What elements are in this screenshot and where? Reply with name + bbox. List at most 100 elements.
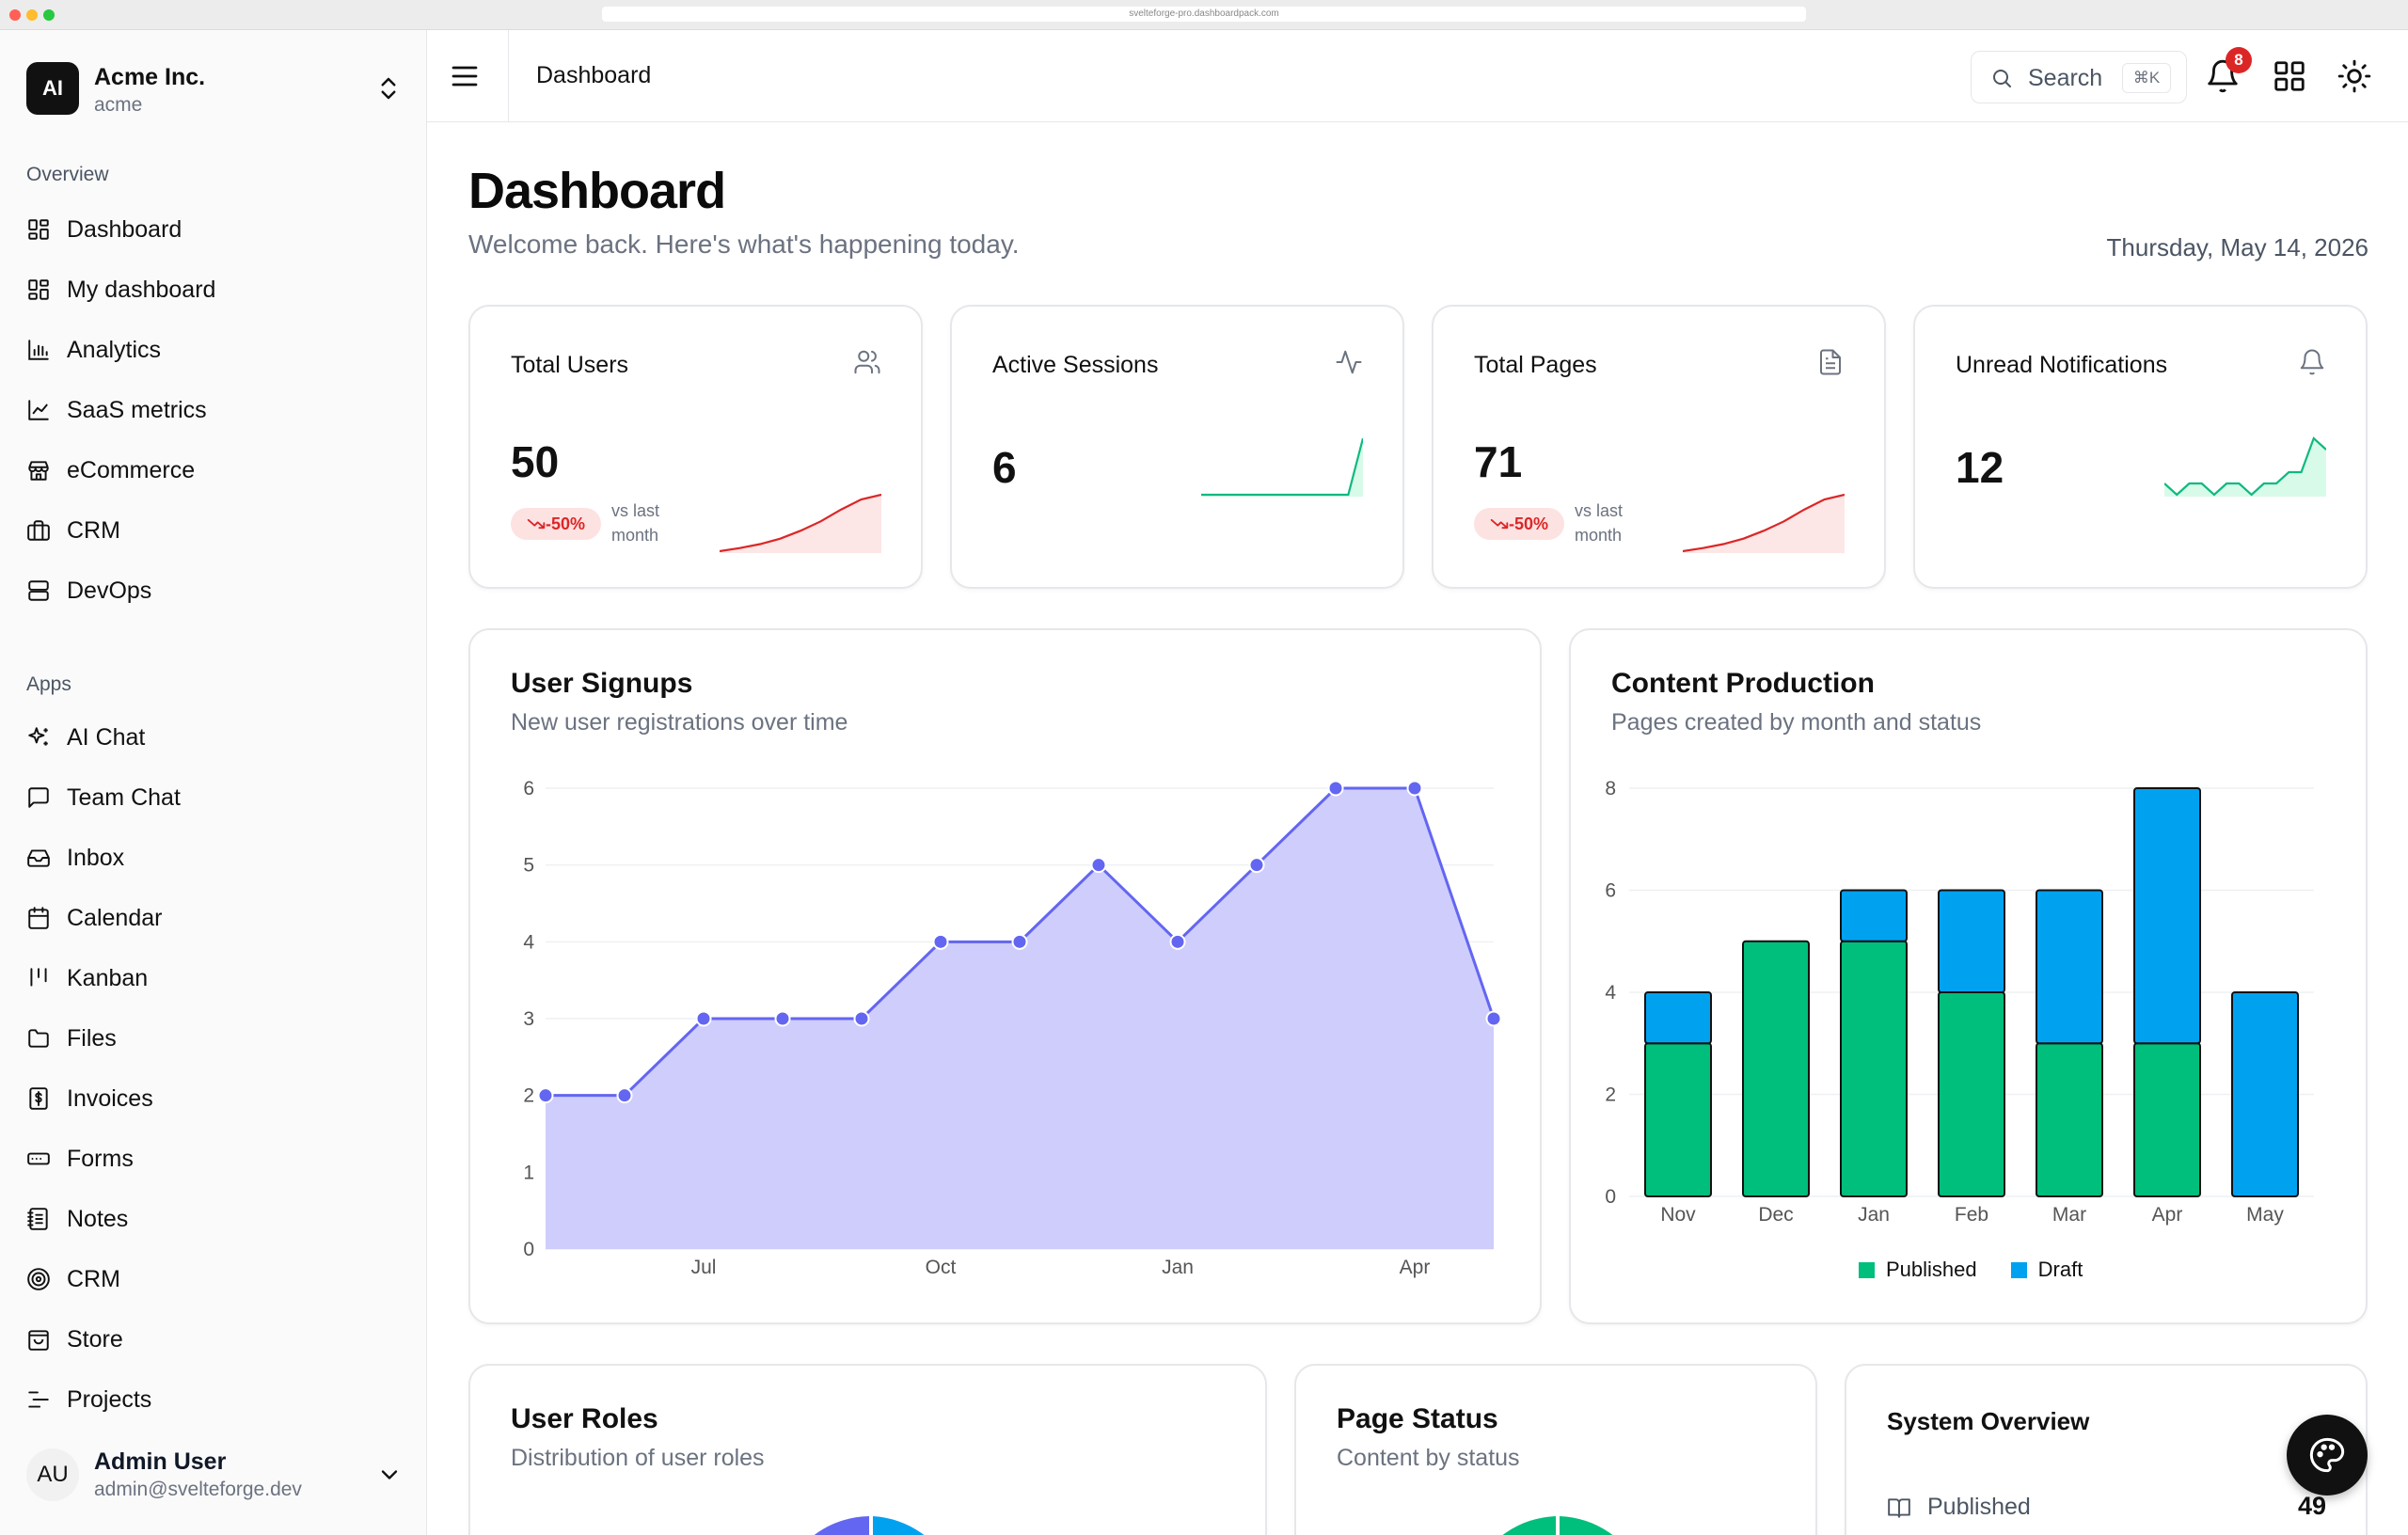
sidebar-item-label: CRM xyxy=(67,1265,120,1292)
content-production-chart: 0 2 4 6 8 Nov Dec Jan Feb Mar Apr May xyxy=(1605,778,2314,1226)
legend-label: Draft xyxy=(2037,1258,2083,1281)
sidebar-item-crm-app[interactable]: CRM xyxy=(19,1255,408,1304)
chart-title: Content Production xyxy=(1611,668,1875,699)
trending-down-icon xyxy=(1490,518,1509,530)
sidebar-item-label: SaaS metrics xyxy=(67,396,207,423)
y-tick-label: 4 xyxy=(523,931,534,953)
sidebar-item-projects[interactable]: Projects xyxy=(19,1375,408,1424)
sidebar-item-label: eCommerce xyxy=(67,456,196,483)
sparkline xyxy=(1201,437,1363,497)
data-point xyxy=(1090,857,1107,874)
sidebar-item-label: My dashboard xyxy=(67,276,216,303)
x-tick-label: Dec xyxy=(1758,1204,1793,1226)
users-icon xyxy=(854,350,880,374)
x-tick-label: May xyxy=(2246,1204,2284,1226)
page-subtitle: Welcome back. Here's what's happening to… xyxy=(468,229,1020,259)
window-close-button[interactable] xyxy=(9,9,21,21)
target-icon xyxy=(27,1268,50,1290)
data-point xyxy=(1248,857,1265,874)
legend-item-published[interactable]: Published xyxy=(1859,1258,1977,1282)
kanban-icon xyxy=(30,968,47,987)
sidebar-item-saas-metrics[interactable]: SaaS metrics xyxy=(19,386,408,435)
sidebar-item-kanban[interactable]: Kanban xyxy=(19,954,408,1003)
sun-icon[interactable] xyxy=(2337,58,2372,94)
search-label: Search xyxy=(2028,65,2103,91)
sidebar-item-label: Calendar xyxy=(67,904,163,931)
stat-card-total-pages: Total Pages 71 -50% vs last month xyxy=(1432,305,1886,589)
bar-draft xyxy=(1840,889,1908,942)
sidebar-item-inbox[interactable]: Inbox xyxy=(19,833,408,882)
bar-draft xyxy=(1644,991,1712,1045)
sidebar-item-label: Kanban xyxy=(67,964,149,991)
activity-icon xyxy=(1336,350,1362,374)
x-tick-label: Jul xyxy=(691,1257,717,1278)
data-point xyxy=(1406,780,1423,797)
stat-value: 50 xyxy=(511,437,560,486)
sidebar-item-analytics[interactable]: Analytics xyxy=(19,325,408,374)
menu-icon[interactable] xyxy=(448,59,482,93)
chart-title: Page Status xyxy=(1337,1403,1498,1434)
y-tick-label: 8 xyxy=(1605,778,1616,799)
sidebar-item-label: Team Chat xyxy=(67,783,181,811)
trending-down-icon xyxy=(527,518,546,530)
sparkline xyxy=(720,493,881,553)
user-menu[interactable]: AU Admin User admin@svelteforge.dev xyxy=(26,1441,403,1507)
sparkline-area xyxy=(1201,438,1363,497)
bell-icon[interactable] xyxy=(2205,58,2241,94)
sidebar-item-store[interactable]: Store xyxy=(19,1315,408,1364)
search-icon xyxy=(1993,70,2011,87)
sidebar-item-invoices[interactable]: Invoices xyxy=(19,1074,408,1123)
sidebar-item-my-dashboard[interactable]: My dashboard xyxy=(19,265,408,314)
donut-slice xyxy=(873,1516,925,1535)
org-switcher[interactable]: AI Acme Inc. acme xyxy=(26,58,403,119)
data-point xyxy=(1485,1010,1502,1027)
bar-draft xyxy=(2231,991,2299,1197)
window-minimize-button[interactable] xyxy=(26,9,38,21)
bar-draft xyxy=(2133,787,2201,1045)
chevron-down-icon xyxy=(381,1470,398,1480)
trend-value: -50% xyxy=(1508,514,1549,533)
avatar: AU xyxy=(26,1448,79,1501)
calendar-icon xyxy=(28,907,49,929)
page-status-card: Page Status Content by status xyxy=(1294,1364,1817,1535)
sparkline-line xyxy=(720,493,881,553)
y-tick-label: 4 xyxy=(1605,982,1616,1004)
sidebar-item-calendar[interactable]: Calendar xyxy=(19,894,408,942)
sidebar-item-ecommerce[interactable]: eCommerce xyxy=(19,446,408,495)
stat-value: 71 xyxy=(1474,437,1523,486)
sparkline xyxy=(1683,493,1845,553)
window-maximize-button[interactable] xyxy=(43,9,55,21)
sidebar-item-devops[interactable]: DevOps xyxy=(19,566,408,615)
chart-subtitle: Content by status xyxy=(1337,1445,1520,1471)
address-bar[interactable]: svelteforge-pro.dashboardpack.com xyxy=(602,7,1806,22)
chart-legend: Published Draft xyxy=(1859,1258,2083,1282)
search-button[interactable]: Search ⌘K xyxy=(1971,51,2187,103)
card-title: System Overview xyxy=(1887,1407,2090,1435)
y-tick-label: 6 xyxy=(523,778,534,799)
document-icon xyxy=(1820,349,1841,375)
sidebar-item-ai-chat[interactable]: AI Chat xyxy=(19,713,408,762)
legend-item-draft[interactable]: Draft xyxy=(2010,1258,2083,1282)
sidebar-item-crm[interactable]: CRM xyxy=(19,506,408,555)
sidebar-item-forms[interactable]: Forms xyxy=(19,1134,408,1183)
sidebar-item-label: Files xyxy=(67,1024,117,1052)
sidebar-item-files[interactable]: Files xyxy=(19,1014,408,1063)
server-icon xyxy=(28,580,49,601)
stat-card-active-sessions: Active Sessions 6 xyxy=(950,305,1404,589)
sidebar-item-team-chat[interactable]: Team Chat xyxy=(19,773,408,822)
line-chart-icon xyxy=(28,400,49,420)
theme-customizer-button[interactable] xyxy=(2287,1415,2368,1495)
stat-value: 6 xyxy=(992,443,1017,492)
donut-slice xyxy=(1502,1516,1556,1535)
chart-title: User Roles xyxy=(511,1403,658,1434)
dashboard-icon xyxy=(28,219,49,240)
stat-card-total-users: Total Users 50 -50% vs last month xyxy=(468,305,923,589)
sidebar-item-notes[interactable]: Notes xyxy=(19,1195,408,1243)
form-icon xyxy=(27,1152,50,1165)
user-signups-chart: 0 1 2 3 4 5 6 Jul Oct Jan Apr xyxy=(523,778,1502,1278)
system-row-label: Published xyxy=(1927,1494,2031,1520)
apps-grid-icon[interactable] xyxy=(2272,58,2307,94)
sidebar-item-dashboard[interactable]: Dashboard xyxy=(19,205,408,254)
data-point xyxy=(853,1010,870,1027)
sparkline-line xyxy=(2164,436,2326,497)
